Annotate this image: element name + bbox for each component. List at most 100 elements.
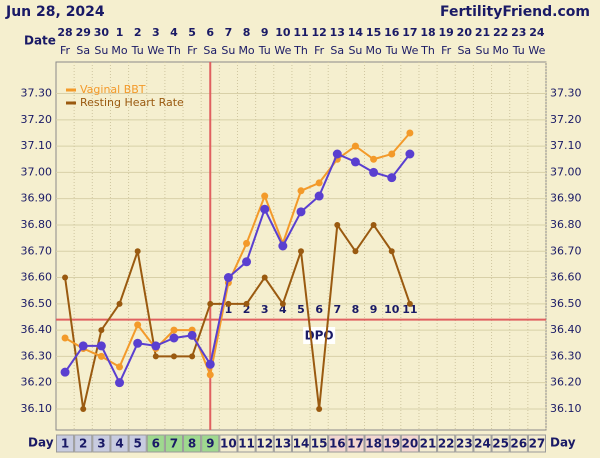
day-cell bbox=[437, 434, 456, 453]
data-point bbox=[98, 327, 105, 334]
y-tick-label: 36.70 bbox=[21, 244, 53, 257]
y-tick-label-right: 36.20 bbox=[550, 376, 582, 389]
weekday-label: Mo bbox=[238, 44, 254, 57]
date-label: 16 bbox=[384, 26, 400, 39]
day-number: 21 bbox=[420, 437, 437, 451]
data-point bbox=[351, 142, 359, 150]
weekday-label: Th bbox=[166, 44, 181, 57]
day-cell bbox=[509, 434, 528, 453]
y-tick-label-right: 37.00 bbox=[550, 165, 582, 178]
data-point bbox=[297, 187, 305, 195]
y-tick-label-right: 36.70 bbox=[550, 244, 582, 257]
data-point bbox=[243, 239, 251, 247]
data-point bbox=[80, 405, 87, 412]
weekday-label: Tu bbox=[512, 44, 525, 57]
data-point bbox=[369, 167, 379, 177]
day-cell bbox=[92, 434, 111, 453]
y-tick-label-right: 36.80 bbox=[550, 218, 582, 231]
day-cell bbox=[110, 434, 129, 453]
data-point bbox=[370, 155, 378, 163]
y-tick-label: 37.20 bbox=[21, 113, 53, 126]
weekday-label: Tu bbox=[385, 44, 398, 57]
day-cell bbox=[473, 434, 492, 453]
data-point bbox=[60, 367, 70, 377]
day-cell bbox=[491, 434, 510, 453]
data-point bbox=[370, 221, 377, 228]
day-cell bbox=[382, 434, 401, 453]
day-number: 27 bbox=[529, 437, 546, 451]
day-number: 3 bbox=[97, 437, 105, 451]
day-number: 13 bbox=[275, 437, 292, 451]
day-cell bbox=[346, 434, 365, 453]
date-label: 17 bbox=[402, 26, 417, 39]
data-point bbox=[62, 274, 69, 281]
date-label: 1 bbox=[116, 26, 124, 39]
weekday-label: We bbox=[528, 44, 545, 57]
date-label: 23 bbox=[511, 26, 526, 39]
date-label: 4 bbox=[170, 26, 178, 39]
y-tick-label-right: 37.20 bbox=[550, 113, 582, 126]
data-point bbox=[225, 300, 232, 307]
weekday-label: Mo bbox=[111, 44, 127, 57]
day-number: 17 bbox=[347, 437, 364, 451]
weekday-label: Su bbox=[475, 44, 489, 57]
y-tick-label: 36.50 bbox=[21, 297, 53, 310]
day-number: 2 bbox=[79, 437, 87, 451]
day-number: 1 bbox=[61, 437, 69, 451]
data-point bbox=[115, 378, 125, 388]
data-point bbox=[406, 300, 413, 307]
day-cell bbox=[527, 434, 547, 453]
day-cell bbox=[364, 434, 383, 453]
day-number: 5 bbox=[133, 437, 141, 451]
data-point bbox=[314, 191, 324, 201]
y-tick-label-right: 36.10 bbox=[550, 402, 582, 415]
data-point bbox=[133, 338, 143, 348]
y-tick-label-right: 36.40 bbox=[550, 323, 582, 336]
day-number: 19 bbox=[383, 437, 400, 451]
day-cell bbox=[418, 434, 438, 453]
plot-area bbox=[55, 61, 547, 431]
y-tick-label: 36.80 bbox=[21, 218, 53, 231]
data-point bbox=[315, 179, 323, 187]
data-point bbox=[223, 273, 233, 283]
date-label: 3 bbox=[152, 26, 160, 39]
weekday-label: Fr bbox=[187, 44, 198, 57]
day-cell bbox=[56, 434, 75, 453]
series-line bbox=[64, 222, 411, 410]
day-label: Day bbox=[28, 436, 54, 450]
y-tick-label: 36.40 bbox=[21, 323, 53, 336]
weekday-label: Mo bbox=[365, 44, 381, 57]
day-cell bbox=[328, 434, 347, 453]
day-number: 25 bbox=[492, 437, 509, 451]
dpo-number: 5 bbox=[297, 303, 305, 316]
day-number: 18 bbox=[365, 437, 382, 451]
date-label: 8 bbox=[243, 26, 251, 39]
date-label: 12 bbox=[311, 26, 326, 39]
weekday-label: Th bbox=[293, 44, 308, 57]
date-label: 18 bbox=[420, 26, 435, 39]
day-number: 10 bbox=[220, 437, 237, 451]
data-point bbox=[116, 363, 124, 371]
data-point bbox=[316, 405, 323, 412]
day-cell bbox=[255, 434, 274, 453]
date-label: 14 bbox=[348, 26, 364, 39]
date-label: 11 bbox=[293, 26, 308, 39]
day-number: 22 bbox=[438, 437, 455, 451]
data-point bbox=[170, 326, 178, 334]
date-label: 10 bbox=[275, 26, 291, 39]
day-cell bbox=[237, 434, 256, 453]
day-number: 20 bbox=[402, 437, 419, 451]
data-point bbox=[96, 341, 106, 351]
dpo-number: 11 bbox=[402, 303, 417, 316]
date-label: 19 bbox=[439, 26, 454, 39]
weekday-label: Th bbox=[420, 44, 435, 57]
weekday-label: Fr bbox=[441, 44, 452, 57]
dpo-number: 8 bbox=[352, 303, 360, 316]
weekday-label: Sa bbox=[203, 44, 217, 57]
data-point bbox=[352, 248, 359, 255]
dpo-number: 4 bbox=[279, 303, 287, 316]
weekday-label: Su bbox=[94, 44, 108, 57]
y-tick-label-right: 36.30 bbox=[550, 349, 582, 362]
date-label: 2 bbox=[134, 26, 142, 39]
